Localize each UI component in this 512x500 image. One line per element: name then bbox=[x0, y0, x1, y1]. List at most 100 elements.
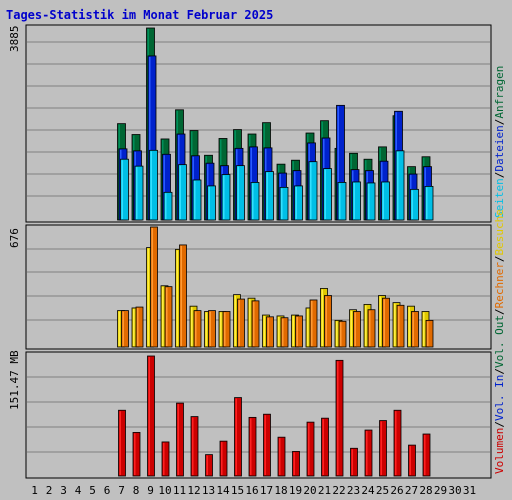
bar-volumen bbox=[408, 444, 416, 477]
bar-besuche-highlight bbox=[307, 308, 309, 346]
bar-volumen-highlight bbox=[119, 411, 121, 475]
bar-seiten bbox=[221, 174, 231, 221]
bar-volumen-highlight bbox=[163, 442, 165, 475]
bar-besuche-highlight bbox=[249, 299, 251, 346]
bar-seiten bbox=[192, 179, 202, 221]
bar-seiten-highlight bbox=[121, 160, 123, 219]
bar-seiten-highlight bbox=[194, 180, 196, 219]
bar-rechner-highlight bbox=[427, 321, 429, 346]
bar-volumen bbox=[335, 359, 344, 477]
bar-volumen bbox=[292, 451, 300, 477]
bars-top-series bbox=[117, 27, 434, 221]
bar-seiten-highlight bbox=[324, 169, 326, 219]
x-tick-label: 23 bbox=[347, 484, 360, 497]
bar-besuche-highlight bbox=[350, 310, 352, 346]
bar-seiten-highlight bbox=[150, 151, 152, 219]
bar-besuche-highlight bbox=[292, 316, 294, 346]
bar-seiten bbox=[294, 185, 303, 221]
bar-rechner-highlight bbox=[383, 299, 385, 346]
bar-seiten bbox=[149, 149, 158, 221]
bar-volumen bbox=[364, 429, 373, 477]
bar-volumen bbox=[321, 417, 329, 477]
bar-volumen bbox=[190, 416, 199, 477]
bar-seiten bbox=[207, 185, 216, 221]
bar-rechner-highlight bbox=[209, 311, 211, 346]
bar-rechner bbox=[324, 295, 332, 348]
bar-rechner-highlight bbox=[122, 311, 124, 346]
legend-volumen: Volumen bbox=[493, 428, 506, 474]
bar-rechner bbox=[179, 244, 187, 348]
bar-volumen-highlight bbox=[221, 442, 223, 475]
bar-seiten bbox=[308, 161, 318, 221]
bar-rechner bbox=[425, 319, 434, 348]
legend-vol-out: Vol. Out bbox=[493, 315, 506, 368]
bar-seiten-highlight bbox=[237, 166, 239, 219]
bar-seiten-highlight bbox=[397, 151, 399, 219]
bar-rechner-highlight bbox=[398, 306, 400, 346]
x-tick-label: 24 bbox=[361, 484, 375, 497]
bar-volumen-highlight bbox=[337, 361, 339, 475]
x-tick-label: 11 bbox=[173, 484, 186, 497]
bar-seiten bbox=[366, 182, 376, 221]
bar-seiten-highlight bbox=[310, 162, 312, 219]
x-tick-label: 22 bbox=[332, 484, 345, 497]
bar-seiten-highlight bbox=[382, 182, 384, 219]
bar-rechner-highlight bbox=[340, 322, 342, 346]
bar-seiten bbox=[120, 158, 129, 221]
legend-rechner: Rechner bbox=[493, 262, 506, 309]
bar-volumen-highlight bbox=[293, 452, 295, 475]
x-tick-label: 26 bbox=[390, 484, 403, 497]
x-tick-label: 6 bbox=[104, 484, 111, 497]
x-tick-label: 20 bbox=[303, 484, 316, 497]
legend-sep: / bbox=[493, 308, 506, 315]
bar-volumen-highlight bbox=[395, 411, 397, 475]
bars-middle-series bbox=[117, 226, 434, 348]
panel-bottom bbox=[25, 351, 492, 479]
bar-seiten bbox=[395, 150, 405, 221]
bar-besuche-highlight bbox=[220, 312, 222, 346]
bar-rechner bbox=[382, 297, 390, 348]
x-tick-label: 3 bbox=[60, 484, 67, 497]
bar-volumen-highlight bbox=[366, 431, 368, 475]
legend-top: Seiten/Dateien/Anfragen bbox=[493, 66, 506, 218]
bar-volumen-highlight bbox=[250, 418, 252, 475]
bar-volumen bbox=[176, 402, 184, 477]
legend-sep: / bbox=[493, 119, 506, 126]
bar-seiten bbox=[236, 165, 245, 221]
x-tick-label: 31 bbox=[463, 484, 476, 497]
bar-rechner bbox=[208, 310, 216, 348]
bar-besuche-highlight bbox=[191, 307, 193, 346]
x-tick-label: 2 bbox=[46, 484, 53, 497]
bar-rechner-highlight bbox=[151, 228, 153, 346]
bar-seiten-highlight bbox=[426, 187, 428, 219]
bar-volumen bbox=[277, 436, 286, 477]
bar-dateien-highlight bbox=[337, 106, 339, 219]
bar-volumen bbox=[263, 413, 271, 477]
bar-seiten bbox=[163, 191, 173, 221]
bar-rechner-highlight bbox=[238, 300, 240, 346]
x-tick-label: 9 bbox=[147, 484, 154, 497]
bar-seiten-highlight bbox=[368, 183, 370, 219]
bar-rechner bbox=[237, 298, 245, 348]
bar-volumen bbox=[219, 440, 228, 477]
bar-seiten bbox=[279, 186, 289, 221]
bar-seiten bbox=[134, 165, 144, 221]
x-tick-label: 4 bbox=[75, 484, 82, 497]
x-tick-label: 7 bbox=[118, 484, 125, 497]
bar-volumen bbox=[234, 397, 242, 477]
legend-sep: / bbox=[493, 255, 506, 262]
bar-volumen-highlight bbox=[279, 438, 281, 475]
bar-volumen-highlight bbox=[308, 423, 310, 475]
bar-besuche-highlight bbox=[408, 307, 410, 346]
bar-besuche-highlight bbox=[147, 248, 149, 346]
bar-seiten-highlight bbox=[339, 183, 341, 219]
bar-rechner bbox=[280, 317, 289, 348]
bar-seiten-highlight bbox=[179, 165, 181, 219]
x-tick-label: 30 bbox=[448, 484, 461, 497]
bar-rechner bbox=[222, 311, 231, 348]
bar-volumen-highlight bbox=[235, 398, 237, 475]
bar-besuche-highlight bbox=[394, 303, 396, 346]
bar-volumen bbox=[422, 433, 431, 477]
bar-volumen-highlight bbox=[192, 417, 194, 475]
